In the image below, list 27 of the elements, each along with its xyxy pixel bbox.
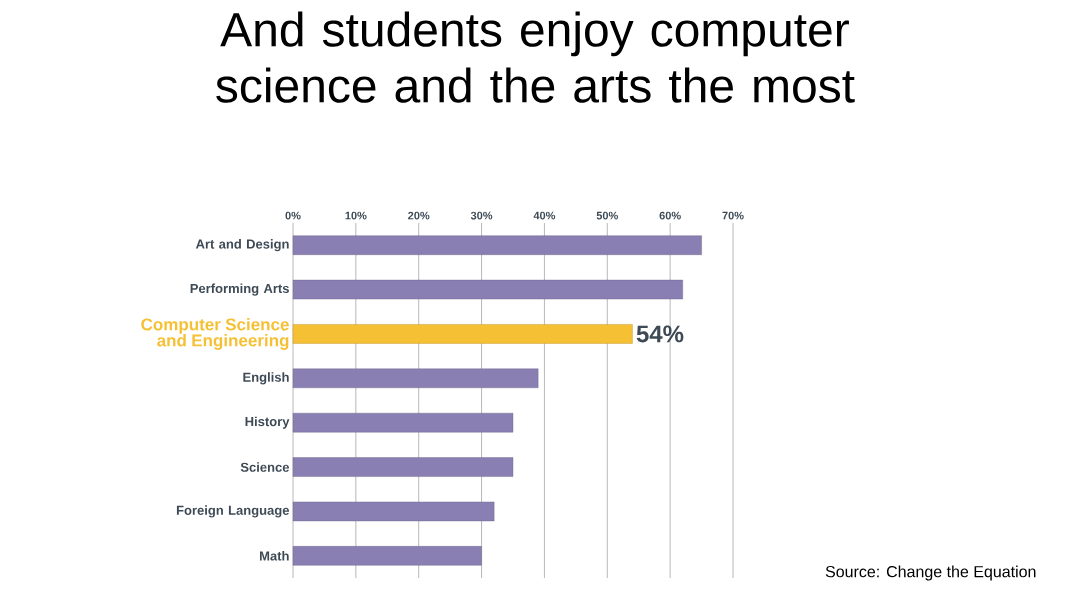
x-tick-label: 20% [408, 211, 430, 220]
y-tick-label: English [243, 372, 289, 385]
bar [292, 546, 482, 566]
y-tick-label: Art and Design [195, 239, 289, 252]
x-tick-label: 60% [659, 211, 681, 220]
bar [292, 324, 633, 344]
bar [292, 368, 539, 389]
bar [292, 412, 514, 433]
chart-title: And students enjoy computer science and the arts the most [216, 11, 855, 103]
x-tick-label: 0% [285, 211, 301, 220]
bar [292, 457, 514, 477]
data-label: 54% [636, 325, 684, 343]
y-tick-label: Computer Science and Engineering [141, 317, 289, 350]
x-tick-label: 30% [470, 211, 493, 220]
y-tick-label: History [245, 416, 290, 429]
source-note: Source: Change the Equation [825, 565, 1036, 581]
x-tick-label: 70% [722, 211, 744, 220]
y-tick-label: Foreign Language [176, 505, 290, 518]
bar [292, 279, 683, 300]
x-tick-label: 40% [533, 211, 556, 220]
bar [292, 501, 495, 522]
bar [292, 235, 702, 255]
y-tick-label: Performing Arts [190, 283, 289, 296]
y-tick-label: Math [260, 551, 289, 561]
x-tick-label: 50% [596, 211, 618, 220]
x-tick-label: 10% [345, 211, 367, 220]
y-tick-label: Science [240, 462, 290, 472]
